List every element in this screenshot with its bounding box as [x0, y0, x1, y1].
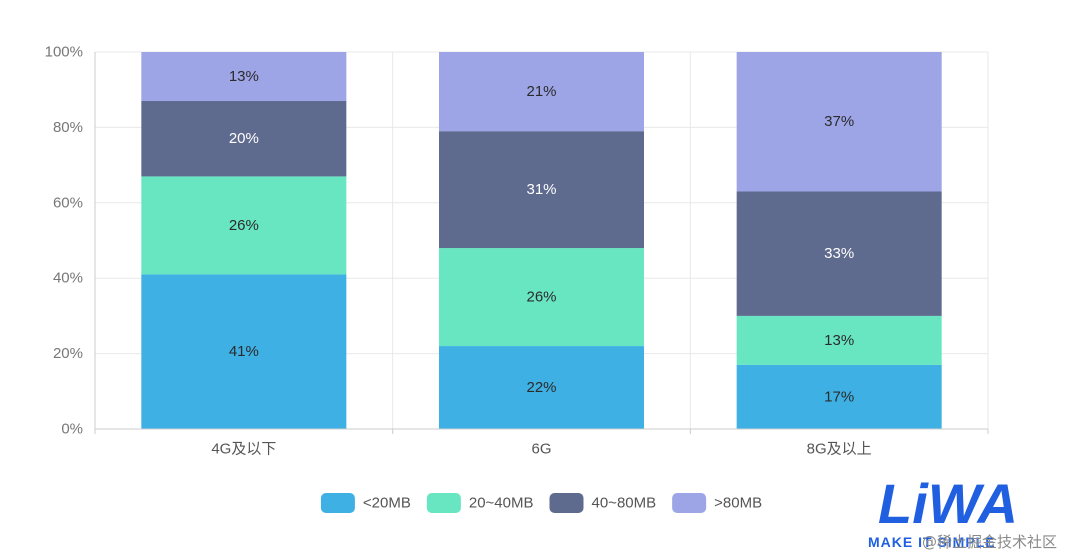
bar-segment [439, 131, 644, 249]
legend-swatch [549, 493, 584, 513]
bar-segment [141, 176, 347, 275]
x-category-label: 8G及以上 [807, 441, 872, 458]
bar-value-label: 17% [824, 388, 854, 405]
y-tick-label: 60% [53, 194, 83, 211]
bar-value-label: 26% [229, 217, 259, 234]
bar-segment [439, 346, 644, 429]
bar-segment [439, 248, 644, 347]
bar-value-label: 21% [526, 83, 556, 100]
y-tick-label: 0% [61, 421, 83, 438]
bar-value-label: 41% [229, 343, 259, 360]
y-tick-label: 80% [53, 119, 83, 136]
bar-value-label: 22% [526, 379, 556, 396]
community-watermark: @稀土掘金技术社区 [922, 533, 1057, 551]
y-tick-label: 20% [53, 345, 83, 362]
watermark: LiWA MAKE IT SIMPLE @稀土掘金技术社区 [868, 472, 1057, 551]
y-tick-label: 40% [53, 270, 83, 287]
bar-segment [736, 52, 942, 192]
bar-value-label: 13% [229, 68, 259, 85]
legend-item[interactable]: 20~40MB [426, 493, 534, 513]
bar-segment [736, 315, 942, 365]
bar-value-label: 20% [229, 130, 259, 147]
bar-segment [141, 101, 347, 177]
bar-value-label: 26% [526, 289, 556, 306]
legend-item[interactable]: >80MB [672, 493, 762, 513]
x-category-label: 6G [531, 441, 551, 458]
bars-layer: 41% 26% 20% 13% 22% 26% 31% 21% 17% 13% 33% 37% [141, 52, 942, 429]
legend-label: >80MB [714, 495, 762, 512]
bar-value-label: 13% [824, 332, 854, 349]
bar-segment [439, 52, 644, 132]
legend-swatch [320, 493, 355, 513]
legend-swatch [672, 493, 707, 513]
legend-item[interactable]: 40~80MB [549, 493, 657, 513]
y-tick-label: 100% [45, 44, 83, 61]
liwa-logo: LiWA [878, 472, 1018, 535]
legend-swatch [426, 493, 461, 513]
legend-label: 40~80MB [592, 495, 657, 512]
bar-segment [736, 364, 942, 429]
legend-item[interactable]: <20MB [320, 493, 411, 513]
liwa-tagline: MAKE IT SIMPLE [868, 534, 996, 550]
legend: <20MB 20~40MB 40~80MB >80MB [320, 493, 762, 513]
bar-value-label: 33% [824, 245, 854, 262]
axis-layer: 0% 20% 40% 60% 80% 100% 4G及以下 6G 8G及以上 [45, 44, 989, 458]
bar-segment [141, 52, 347, 102]
bar-segment [736, 191, 942, 316]
bar-value-label: 31% [526, 181, 556, 198]
x-category-label: 4G及以下 [211, 441, 276, 458]
legend-label: <20MB [363, 495, 411, 512]
bar-value-label: 37% [824, 113, 854, 130]
legend-label: 20~40MB [469, 495, 534, 512]
bar-segment [141, 274, 347, 429]
